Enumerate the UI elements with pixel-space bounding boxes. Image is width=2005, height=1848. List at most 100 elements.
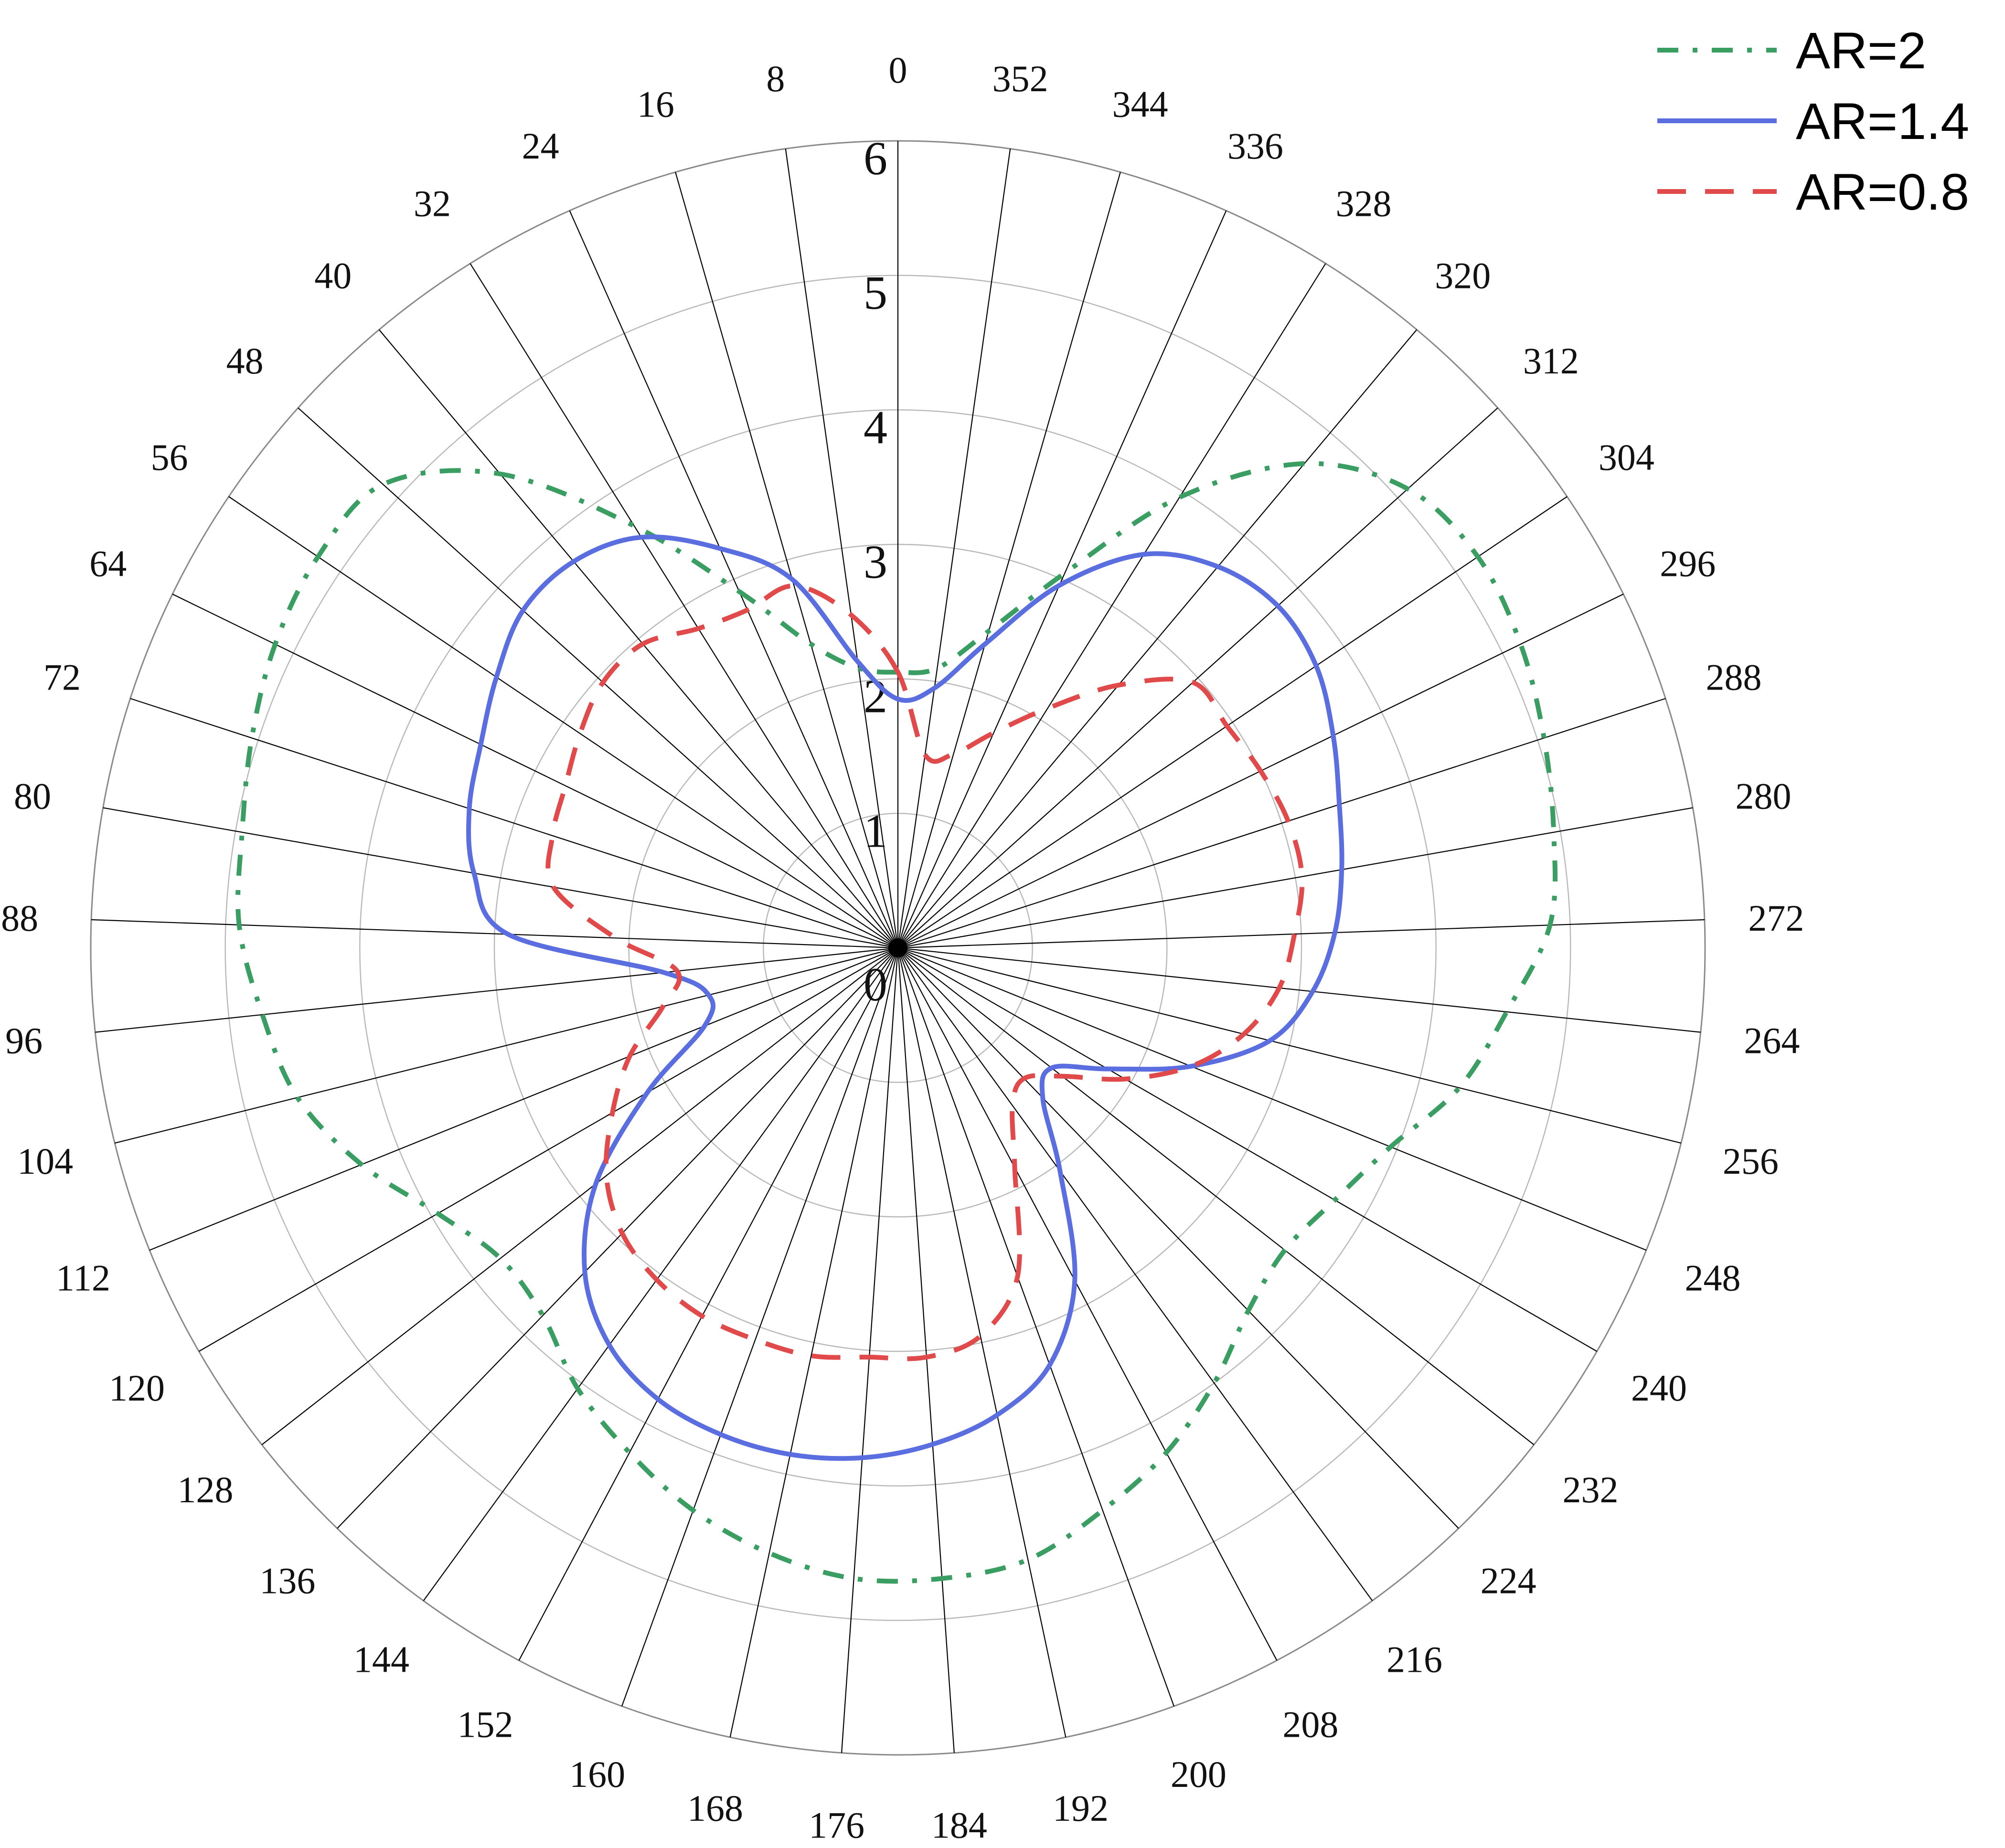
grid-spoke-136 (337, 947, 898, 1529)
grid-spoke-232 (897, 947, 1535, 1445)
grid-spoke-272 (897, 919, 1705, 949)
angle-tick-label: 272 (1748, 897, 1804, 939)
grid-spoke-56 (228, 496, 898, 948)
origin-marker (888, 938, 907, 957)
grid-spoke-336 (897, 210, 1227, 948)
legend-item: AR=2 (1657, 21, 1926, 79)
angle-tick-label: 160 (569, 1753, 625, 1795)
legend-label: AR=2 (1796, 21, 1926, 79)
grid-spoke-320 (897, 329, 1418, 948)
angle-tick-label: 80 (14, 775, 51, 817)
grid-spoke-168 (729, 947, 899, 1738)
grid-spoke-248 (897, 947, 1647, 1251)
legend: AR=2 AR=1.4 AR=0.8 (1657, 21, 1969, 221)
grid-spoke-80 (103, 807, 898, 949)
angle-tick-label: 208 (1282, 1704, 1338, 1745)
grid-spoke-288 (897, 698, 1666, 949)
angle-tick-label: 104 (17, 1140, 73, 1182)
angle-tick-labels: 0816243240485664728088961041121201281361… (1, 49, 1804, 1846)
angle-tick-label: 48 (226, 340, 264, 382)
angle-tick-label: 328 (1336, 183, 1392, 224)
grid-spoke-328 (897, 263, 1326, 948)
grid-spoke-32 (469, 263, 898, 948)
angle-tick-label: 200 (1171, 1753, 1226, 1795)
radial-tick-label: 1 (864, 804, 887, 857)
radial-tick-label: 6 (864, 132, 887, 185)
radial-tick-label: 2 (864, 670, 887, 723)
radial-tick-label: 4 (864, 401, 887, 454)
series-line-ar-1-4 (466, 534, 1344, 1461)
grid-spoke-24 (569, 210, 899, 948)
angle-tick-label: 336 (1227, 125, 1283, 167)
angle-tick-label: 72 (43, 656, 81, 698)
grid-spoke-40 (378, 329, 898, 948)
angle-tick-label: 56 (151, 436, 188, 478)
grid-spoke-176 (841, 947, 899, 1753)
grid-spoke-96 (95, 947, 898, 1033)
grid-spoke-208 (897, 947, 1278, 1661)
radial-tick-label: 3 (864, 535, 887, 588)
radial-tick-label: 5 (864, 266, 887, 319)
grid-spoke-304 (897, 496, 1568, 948)
legend-label: AR=0.8 (1796, 163, 1969, 221)
angle-tick-label: 144 (353, 1639, 409, 1680)
angle-tick-label: 256 (1723, 1140, 1779, 1182)
angle-tick-label: 352 (992, 58, 1048, 99)
series-layer (235, 461, 1558, 1584)
grid-spoke-312 (897, 407, 1498, 948)
grid-spoke-72 (130, 698, 898, 949)
radial-tick-labels: 0 1 2 3 4 5 6 (864, 132, 887, 1011)
grid-spoke-88 (91, 919, 898, 949)
angle-tick-label: 24 (522, 125, 559, 167)
angle-tick-label: 120 (109, 1367, 165, 1409)
angle-tick-label: 64 (89, 542, 127, 584)
angle-tick-label: 192 (1053, 1787, 1109, 1829)
angle-tick-label: 264 (1744, 1020, 1800, 1061)
angle-tick-label: 0 (889, 49, 907, 91)
angle-tick-label: 32 (414, 183, 451, 224)
series-line-ar-2 (235, 461, 1558, 1584)
angle-tick-label: 240 (1631, 1367, 1687, 1409)
angle-tick-label: 224 (1481, 1560, 1536, 1602)
grid-spoke-16 (675, 172, 899, 948)
angle-tick-label: 320 (1435, 255, 1491, 296)
legend-item: AR=1.4 (1657, 92, 1969, 150)
grid-spoke-216 (897, 947, 1373, 1601)
angle-tick-label: 216 (1386, 1639, 1442, 1680)
angle-tick-label: 248 (1685, 1257, 1741, 1298)
angle-tick-label: 288 (1706, 656, 1761, 698)
angle-tick-label: 296 (1660, 542, 1716, 584)
grid-spoke-344 (897, 172, 1121, 948)
grid-spoke-144 (423, 947, 898, 1601)
grid-spoke-256 (897, 947, 1682, 1144)
angle-tick-label: 312 (1523, 340, 1579, 382)
grid-spoke-352 (897, 149, 1011, 948)
grid-spoke-152 (518, 947, 898, 1661)
grid-spoke-160 (621, 947, 899, 1707)
grid-spoke-280 (897, 807, 1693, 949)
angle-tick-label: 232 (1562, 1469, 1618, 1510)
angle-tick-label: 136 (259, 1560, 315, 1602)
legend-label: AR=1.4 (1796, 92, 1969, 150)
grid-spoke-48 (298, 407, 898, 948)
grid-spoke-224 (897, 947, 1459, 1529)
angle-tick-label: 88 (1, 897, 38, 939)
angular-grid-spokes (91, 141, 1705, 1753)
grid-spoke-120 (198, 947, 898, 1352)
grid-spoke-184 (897, 947, 955, 1753)
grid-spoke-264 (897, 947, 1701, 1033)
angle-tick-label: 152 (458, 1704, 513, 1745)
grid-spoke-128 (261, 947, 898, 1445)
grid-spoke-8 (785, 149, 899, 948)
angle-tick-label: 168 (687, 1787, 743, 1829)
angle-tick-label: 16 (637, 83, 674, 125)
angle-tick-label: 304 (1599, 436, 1654, 478)
angle-tick-label: 128 (178, 1469, 234, 1510)
angle-tick-label: 96 (5, 1020, 43, 1061)
grid-spoke-112 (149, 947, 898, 1251)
angle-tick-label: 176 (809, 1805, 864, 1846)
series-line-ar-0-8 (545, 583, 1305, 1361)
grid-spoke-64 (172, 594, 898, 948)
angle-tick-label: 344 (1112, 83, 1168, 125)
